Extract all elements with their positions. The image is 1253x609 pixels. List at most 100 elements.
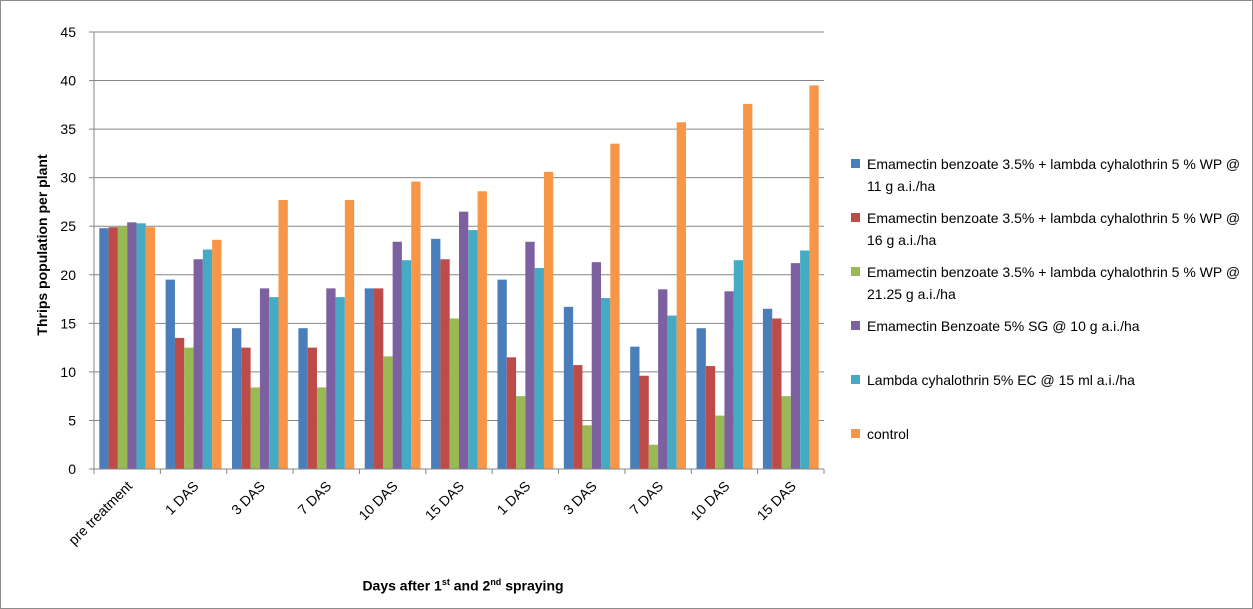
x-axis-label-text: spraying: [501, 577, 564, 594]
bar: [525, 241, 535, 469]
legend-label: Lambda cyhalothrin 5% EC @ 15 ml a.i./ha: [867, 372, 1135, 388]
legend-swatch: [851, 213, 860, 222]
bar: [809, 85, 819, 470]
legend-item: Emamectin benzoate 3.5% + lambda cyhalot…: [851, 261, 1251, 305]
x-axis-label-superscript: st: [441, 577, 450, 587]
bar: [630, 346, 640, 469]
bar: [344, 200, 355, 469]
x-tick-label: 10 DAS: [355, 478, 400, 523]
bar: [335, 297, 345, 469]
bar: [298, 328, 308, 469]
bar: [383, 356, 393, 469]
legend-item: Emamectin Benzoate 5% SG @ 10 g a.i./ha: [851, 315, 1251, 337]
bar: [573, 365, 583, 469]
bar: [269, 297, 279, 469]
bar: [772, 318, 782, 469]
bar: [743, 103, 753, 470]
bar: [781, 396, 791, 469]
bar: [582, 425, 592, 469]
bar: [534, 267, 544, 469]
legend-label: control: [867, 426, 910, 442]
bar: [401, 260, 412, 469]
bar: [374, 288, 384, 469]
bar: [790, 263, 801, 469]
bar: [165, 279, 175, 469]
bar: [440, 259, 450, 469]
x-axis-label-text: and 2: [449, 577, 491, 594]
bar: [715, 415, 725, 469]
bar: [307, 347, 317, 469]
bar: [174, 337, 185, 469]
legend-swatch: [851, 429, 860, 438]
bar: [733, 260, 744, 469]
bar: [658, 289, 668, 469]
y-tick-label: 30: [60, 170, 76, 186]
bar: [800, 250, 810, 469]
bar: [411, 181, 421, 469]
x-axis-label-superscript: nd: [490, 577, 502, 587]
x-tick-label: 3 DAS: [228, 478, 268, 518]
bar: [459, 211, 469, 469]
bar: [705, 366, 716, 469]
x-tick-label: 15 DAS: [754, 478, 799, 523]
bar: [241, 347, 251, 469]
bar: [449, 318, 459, 469]
x-tick-label: 3 DAS: [560, 478, 600, 518]
y-tick-label: 10: [60, 364, 76, 380]
y-tick-label: 0: [68, 461, 76, 477]
bar: [591, 262, 602, 469]
legend-label: Emamectin benzoate 3.5% + lambda cyhalot…: [867, 264, 1241, 302]
y-axis-label: Thrips population per plant: [34, 154, 50, 336]
bar: [316, 387, 327, 469]
y-tick-label: 25: [60, 218, 76, 234]
bar: [127, 222, 137, 469]
bar: [364, 288, 375, 469]
x-tick-label: 1 DAS: [162, 478, 202, 518]
x-tick-label: 1 DAS: [494, 478, 534, 518]
y-tick-label: 5: [68, 412, 76, 428]
legend-swatch: [851, 375, 860, 384]
bar: [108, 227, 118, 469]
bar: [563, 306, 574, 469]
bar: [497, 279, 507, 469]
bar: [278, 200, 288, 469]
bar: [676, 122, 686, 470]
bar: [516, 396, 526, 469]
x-tick-label: 7 DAS: [294, 478, 334, 518]
legend-item: Emamectin benzoate 3.5% + lambda cyhalot…: [851, 153, 1251, 197]
y-tick-label: 20: [60, 267, 76, 283]
bar: [610, 143, 620, 469]
bar: [724, 291, 734, 469]
legend-item: Lambda cyhalothrin 5% EC @ 15 ml a.i./ha: [851, 369, 1251, 391]
legend-label: Emamectin Benzoate 5% SG @ 10 g a.i./ha: [867, 318, 1140, 334]
bar: [506, 357, 517, 469]
y-tick-label: 15: [60, 315, 76, 331]
x-axis-label: Days after 1st and 2nd spraying: [1, 577, 925, 594]
y-tick-label: 40: [60, 73, 76, 89]
bar: [762, 308, 773, 469]
bar: [250, 387, 260, 469]
bar: [117, 226, 128, 469]
x-tick-label: 7 DAS: [626, 478, 666, 518]
legend-label: Emamectin benzoate 3.5% + lambda cyhalot…: [867, 156, 1241, 194]
x-tick-label: 15 DAS: [422, 478, 467, 523]
bar: [212, 239, 222, 469]
bar: [193, 259, 203, 469]
bar: [543, 171, 554, 469]
bar: [232, 328, 242, 469]
bar: [202, 249, 213, 469]
bar: [145, 227, 156, 469]
x-tick-label: pre treatment: [65, 478, 135, 548]
bar: [648, 444, 659, 469]
bar: [431, 238, 441, 469]
bar: [601, 298, 611, 469]
bar: [667, 315, 677, 469]
legend-item: Emamectin benzoate 3.5% + lambda cyhalot…: [851, 207, 1251, 251]
bar: [326, 288, 336, 469]
bar: [477, 191, 487, 470]
bar: [696, 328, 706, 469]
bar: [392, 241, 402, 469]
legend-swatch: [851, 267, 860, 276]
